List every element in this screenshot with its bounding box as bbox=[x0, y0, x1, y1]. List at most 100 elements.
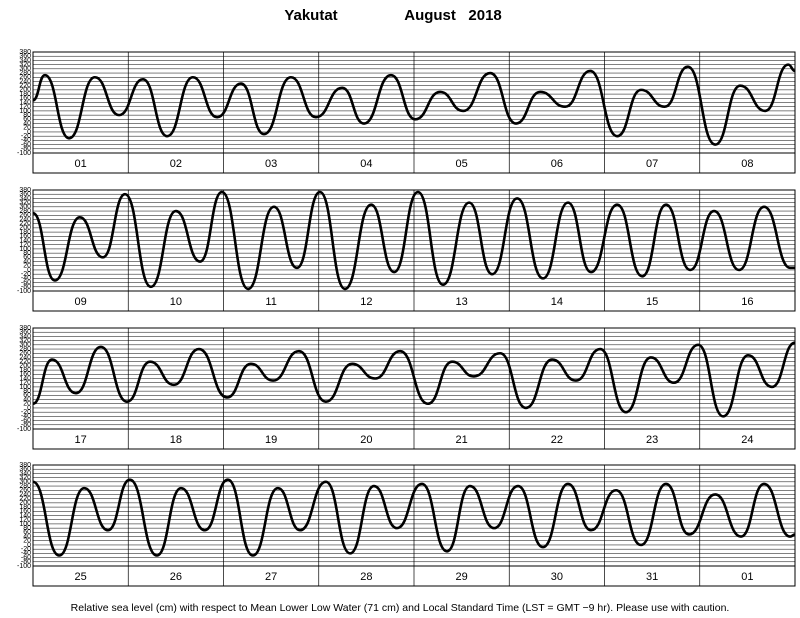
panel-frame bbox=[32, 189, 796, 312]
y-tick-label: 340 bbox=[19, 195, 31, 202]
y-tick-label: 80 bbox=[23, 388, 31, 395]
tide-panel: 3803603403203002802602402202001801601401… bbox=[17, 325, 796, 450]
y-tick-label: 360 bbox=[19, 191, 31, 198]
y-tick-label: 240 bbox=[19, 354, 31, 361]
y-tick-label: -60 bbox=[21, 554, 31, 561]
y-tick-label: 60 bbox=[23, 254, 31, 261]
day-label: 28 bbox=[360, 571, 372, 583]
y-tick-label: -20 bbox=[21, 409, 31, 416]
date-title: August 2018 bbox=[404, 7, 502, 24]
y-tick-label: 380 bbox=[19, 462, 31, 469]
day-label: 01 bbox=[741, 571, 753, 583]
y-tick-label: -80 bbox=[21, 284, 31, 291]
y-tick-label: -80 bbox=[21, 146, 31, 153]
y-tick-label: 40 bbox=[23, 120, 31, 127]
tide-curve bbox=[32, 190, 795, 291]
y-tick-label: 300 bbox=[19, 66, 31, 73]
day-label: 12 bbox=[360, 296, 372, 308]
day-label: 13 bbox=[456, 296, 468, 308]
y-tick-label: 20 bbox=[23, 125, 31, 132]
y-tick-label: 340 bbox=[19, 470, 31, 477]
day-label: 17 bbox=[75, 434, 87, 446]
y-tick-label: 60 bbox=[23, 116, 31, 123]
y-tick-label: 300 bbox=[19, 204, 31, 211]
y-tick-label: 220 bbox=[19, 359, 31, 366]
day-label: 20 bbox=[360, 434, 372, 446]
y-tick-label: 160 bbox=[19, 371, 31, 378]
day-label: 18 bbox=[170, 434, 182, 446]
y-tick-label: 200 bbox=[19, 225, 31, 232]
y-tick-label: 320 bbox=[19, 337, 31, 344]
day-label: 05 bbox=[456, 158, 468, 170]
y-tick-label: -60 bbox=[21, 279, 31, 286]
day-label: 11 bbox=[265, 296, 276, 308]
y-tick-label: 140 bbox=[19, 375, 31, 382]
y-tick-label: 220 bbox=[19, 83, 31, 90]
y-tick-label: 60 bbox=[23, 392, 31, 399]
tide-panel: 3803603403203002802602402202001801601401… bbox=[17, 187, 796, 312]
y-tick-label: -100 bbox=[17, 563, 31, 570]
y-tick-label: 220 bbox=[19, 221, 31, 228]
y-tick-label: -60 bbox=[21, 417, 31, 424]
y-tick-label: 220 bbox=[19, 496, 31, 503]
y-tick-label: 20 bbox=[23, 401, 31, 408]
y-tick-label: -20 bbox=[21, 133, 31, 140]
y-tick-label: 100 bbox=[19, 108, 31, 115]
day-label: 22 bbox=[551, 434, 563, 446]
y-tick-label: 240 bbox=[19, 216, 31, 223]
y-tick-label: 0 bbox=[27, 542, 31, 549]
y-tick-label: 300 bbox=[19, 479, 31, 486]
y-tick-label: 240 bbox=[19, 491, 31, 498]
y-tick-label: 0 bbox=[27, 129, 31, 136]
y-tick-label: 180 bbox=[19, 504, 31, 511]
y-tick-label: 20 bbox=[23, 263, 31, 270]
y-tick-label: 160 bbox=[19, 508, 31, 515]
panel-frame bbox=[32, 464, 796, 587]
y-tick-label: 0 bbox=[27, 267, 31, 274]
y-tick-label: 120 bbox=[19, 380, 31, 387]
day-label: 06 bbox=[551, 158, 563, 170]
y-tick-label: 140 bbox=[19, 237, 31, 244]
y-tick-label: 180 bbox=[19, 367, 31, 374]
day-label: 09 bbox=[75, 296, 87, 308]
y-tick-label: 60 bbox=[23, 529, 31, 536]
day-label: 16 bbox=[741, 296, 753, 308]
y-tick-label: 280 bbox=[19, 346, 31, 353]
y-tick-label: -20 bbox=[21, 271, 31, 278]
day-label: 04 bbox=[360, 158, 372, 170]
y-tick-label: 380 bbox=[19, 325, 31, 332]
y-tick-label: 200 bbox=[19, 363, 31, 370]
day-label: 30 bbox=[551, 571, 563, 583]
day-label: 25 bbox=[75, 571, 87, 583]
day-label: 15 bbox=[646, 296, 658, 308]
y-tick-label: 280 bbox=[19, 208, 31, 215]
y-tick-label: 100 bbox=[19, 521, 31, 528]
y-tick-label: -80 bbox=[21, 559, 31, 566]
y-tick-label: 80 bbox=[23, 525, 31, 532]
day-label: 08 bbox=[741, 158, 753, 170]
day-label: 19 bbox=[265, 434, 277, 446]
y-tick-label: 20 bbox=[23, 538, 31, 545]
y-tick-label: -60 bbox=[21, 141, 31, 148]
day-label: 07 bbox=[646, 158, 658, 170]
y-tick-label: -100 bbox=[17, 426, 31, 433]
day-label: 24 bbox=[741, 434, 753, 446]
tide-curve bbox=[32, 63, 796, 146]
y-tick-label: 360 bbox=[19, 53, 31, 60]
y-tick-label: 200 bbox=[19, 87, 31, 94]
day-label: 31 bbox=[646, 571, 658, 583]
tide-curve bbox=[32, 478, 796, 557]
y-tick-label: 100 bbox=[19, 246, 31, 253]
y-tick-label: 320 bbox=[19, 61, 31, 68]
y-tick-label: 260 bbox=[19, 212, 31, 219]
y-tick-label: 260 bbox=[19, 74, 31, 81]
day-label: 27 bbox=[265, 571, 277, 583]
footnote: Relative sea level (cm) with respect to … bbox=[71, 602, 730, 614]
day-label: 01 bbox=[75, 158, 87, 170]
y-tick-label: 40 bbox=[23, 258, 31, 265]
y-tick-label: -40 bbox=[21, 137, 31, 144]
y-tick-label: -20 bbox=[21, 546, 31, 553]
y-tick-label: 120 bbox=[19, 104, 31, 111]
